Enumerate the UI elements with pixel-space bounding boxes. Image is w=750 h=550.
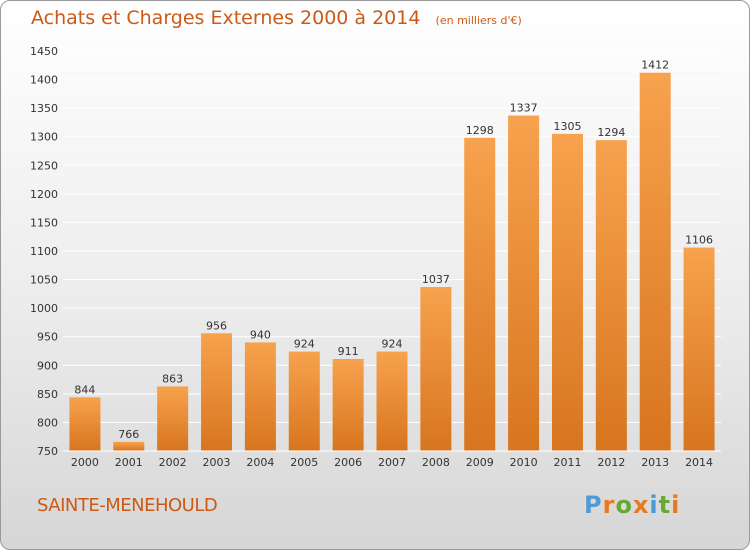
bar-2013 — [639, 72, 671, 451]
y-tick-label: 1300 — [30, 131, 58, 144]
x-tick-label: 2010 — [510, 456, 538, 469]
y-tick-label: 800 — [37, 416, 58, 429]
data-label: 956 — [206, 319, 227, 332]
x-tick-label: 2008 — [422, 456, 450, 469]
x-tick-label: 2013 — [641, 456, 669, 469]
data-label: 1037 — [422, 273, 450, 286]
bar-2000 — [69, 397, 101, 451]
x-tick-label: 2004 — [246, 456, 274, 469]
data-label: 844 — [74, 383, 95, 396]
x-tick-label: 2009 — [466, 456, 494, 469]
bar-2014 — [683, 247, 715, 451]
data-label: 911 — [338, 345, 359, 358]
bar-2003 — [201, 333, 233, 451]
bar-2010 — [508, 115, 540, 452]
data-labels: 844 766 863 956 940 924 911 924 1037 1298 1337 1305… — [74, 59, 713, 441]
bar-2004 — [244, 342, 276, 451]
data-label: 940 — [250, 328, 271, 341]
y-tick-label: 1050 — [30, 274, 58, 287]
proxiti-logo: Proxiti — [584, 491, 681, 519]
data-label: 1294 — [597, 126, 625, 139]
x-tick-label: 2003 — [203, 456, 231, 469]
y-tick-label: 1450 — [30, 45, 58, 58]
bar-2011 — [551, 133, 583, 451]
y-tick-label: 1000 — [30, 302, 58, 315]
data-label: 1337 — [510, 102, 538, 115]
data-label: 863 — [162, 372, 183, 385]
y-axis: 750 800 850 900 950 1000 1050 1100 1150 1200 1250 1… — [30, 45, 58, 458]
bar-2006 — [332, 359, 364, 451]
chart-title: Achats et Charges Externes 2000 à 2014 — [31, 7, 421, 29]
y-tick-label: 1400 — [30, 74, 58, 87]
y-tick-label: 750 — [37, 445, 58, 458]
data-label: 1305 — [553, 120, 581, 133]
data-label: 924 — [294, 338, 315, 351]
data-label: 766 — [118, 428, 139, 441]
x-tick-label: 2000 — [71, 456, 99, 469]
bar-2005 — [288, 351, 320, 451]
bar-2001 — [113, 441, 145, 451]
y-tick-label: 1150 — [30, 216, 58, 229]
commune-name: SAINTE-MENEHOULD — [37, 495, 218, 516]
bar-2007 — [376, 351, 408, 451]
data-label: 924 — [382, 338, 403, 351]
bar-2008 — [420, 287, 452, 451]
chart-unit: (en milliers d'€) — [435, 14, 522, 27]
x-axis: 2000 2001 2002 2003 2004 2005 2006 2007 2008 2009… — [63, 450, 721, 469]
data-label: 1412 — [641, 59, 669, 72]
title-row: Achats et Charges Externes 2000 à 2014 (… — [31, 7, 522, 29]
bar-2002 — [157, 386, 189, 451]
data-label: 1106 — [685, 234, 713, 247]
data-label: 1298 — [466, 124, 494, 137]
x-tick-label: 2012 — [597, 456, 625, 469]
x-tick-label: 2002 — [159, 456, 187, 469]
x-tick-label: 2001 — [115, 456, 143, 469]
y-tick-label: 1350 — [30, 102, 58, 115]
x-tick-label: 2006 — [334, 456, 362, 469]
y-tick-label: 950 — [37, 331, 58, 344]
y-tick-label: 850 — [37, 388, 58, 401]
y-tick-label: 900 — [37, 359, 58, 372]
x-tick-label: 2011 — [553, 456, 581, 469]
x-tick-label: 2007 — [378, 456, 406, 469]
y-tick-label: 1200 — [30, 188, 58, 201]
bars — [69, 72, 715, 452]
bar-2012 — [595, 140, 627, 451]
bar-2009 — [464, 137, 496, 451]
y-tick-label: 1250 — [30, 159, 58, 172]
y-tick-label: 1100 — [30, 245, 58, 258]
x-tick-label: 2014 — [685, 456, 713, 469]
x-tick-label: 2005 — [290, 456, 318, 469]
